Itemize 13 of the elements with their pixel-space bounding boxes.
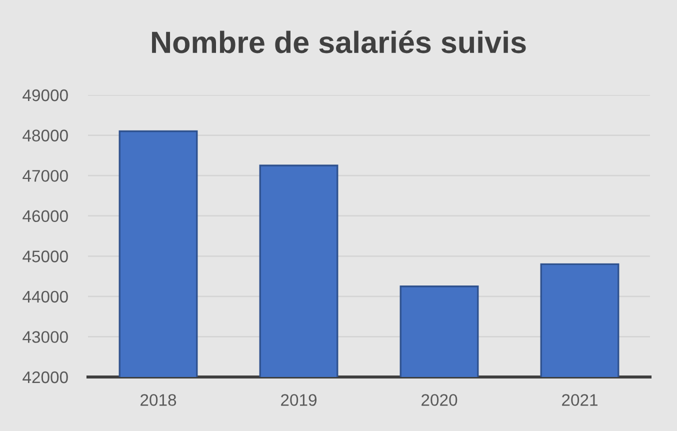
y-tick-label: 43000 <box>22 331 68 343</box>
x-tick-label: 2019 <box>281 394 316 406</box>
chart-title: Nombre de salariés suivis <box>152 30 526 54</box>
x-tick-label: 2021 <box>562 394 598 406</box>
y-tick-label: 44000 <box>22 290 68 303</box>
x-tick-label: 2020 <box>422 394 458 406</box>
y-tick-label: 42000 <box>22 371 68 384</box>
y-tick-label: 48000 <box>22 130 68 142</box>
y-tick-label: 46000 <box>22 210 68 222</box>
y-tick-label: 45000 <box>22 250 68 262</box>
x-tick-label: 2018 <box>140 394 176 406</box>
y-tick-label: 49000 <box>22 89 68 102</box>
y-tick-label: 47000 <box>22 170 68 182</box>
